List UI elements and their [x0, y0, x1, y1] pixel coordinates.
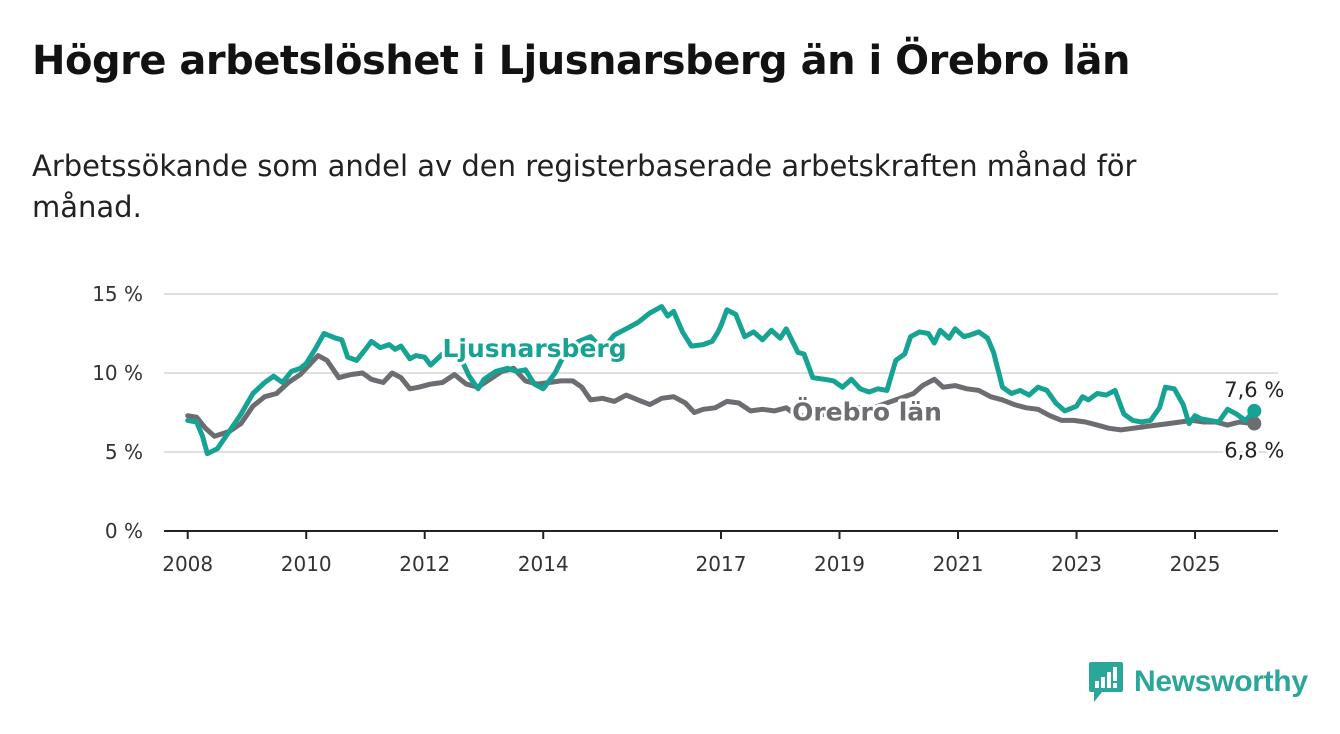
end-markers: [1247, 403, 1262, 431]
x-tick-label: 2017: [696, 552, 747, 576]
y-tick-label: 5 %: [105, 440, 143, 464]
x-tick-label: 2010: [281, 552, 332, 576]
y-tick-label: 0 %: [105, 519, 143, 543]
x-tick-label: 2008: [162, 552, 213, 576]
x-axis: 2008 2010 2012 2014 2017 2019 2021 2023 2025: [162, 530, 1278, 576]
series-labels: Ljusnarsberg Örebro län 7,6 % 6,8 %: [440, 331, 1287, 465]
brand-name: Newsworthy: [1134, 665, 1308, 698]
y-tick-label: 15 %: [92, 282, 143, 306]
newsworthy-logo-icon: [1089, 662, 1123, 702]
y-tick-label: 10 %: [92, 361, 143, 385]
brand: Newsworthy: [1088, 660, 1308, 704]
series-label: Ljusnarsberg: [443, 334, 627, 363]
end-value-label: 7,6 %: [1224, 378, 1284, 402]
x-tick-label: 2021: [933, 552, 984, 576]
x-tick-label: 2025: [1170, 552, 1221, 576]
end-value-label: 6,8 %: [1224, 439, 1284, 463]
x-tick-label: 2012: [399, 552, 450, 576]
series-label: Örebro län: [792, 396, 942, 426]
end-point-marker: [1247, 403, 1262, 418]
y-axis-labels: 0 % 5 % 10 % 15 %: [92, 282, 143, 543]
chart-subtitle: Arbetssökande som andel av den registerb…: [32, 149, 1137, 224]
series-lines: [185, 304, 1257, 457]
x-tick-label: 2019: [814, 552, 865, 576]
end-point-marker: [1247, 416, 1262, 431]
x-tick-label: 2023: [1051, 552, 1102, 576]
series-line-ljusnarsberg: [185, 304, 1257, 457]
chart-title: Högre arbetslöshet i Ljusnarsberg än i Ö…: [32, 38, 1130, 84]
x-tick-label: 2014: [518, 552, 569, 576]
series-line-orebro-lan: [185, 353, 1257, 439]
